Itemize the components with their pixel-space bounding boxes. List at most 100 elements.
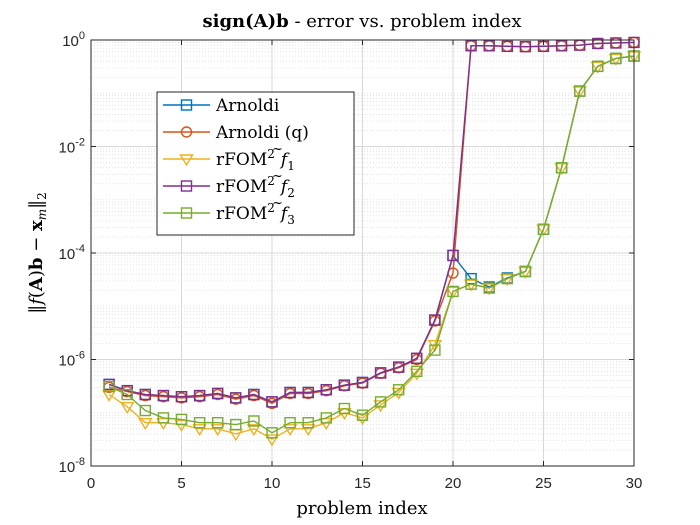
legend-item: Arnoldi (q): [163, 123, 309, 143]
legend-item: rFOM2 f2~: [163, 169, 295, 200]
legend-label: Arnoldi: [215, 96, 280, 116]
data-point: [483, 40, 495, 52]
legend-label: rFOM2 f1: [216, 147, 295, 173]
data-point: [248, 415, 260, 427]
data-point: [445, 286, 461, 299]
data-point: [447, 249, 459, 262]
data-point: [320, 412, 332, 424]
data-point: [338, 379, 351, 391]
data-point: [282, 424, 298, 437]
data-point: [156, 418, 171, 431]
data-point: [211, 417, 224, 429]
data-point: [429, 314, 441, 326]
y-tick-label: 100: [62, 30, 85, 50]
series-5: [103, 50, 640, 439]
data-point: [119, 401, 135, 415]
data-point: [121, 388, 133, 401]
legend-item: Arnoldi: [163, 96, 280, 116]
y-tick-labels: 10-8 10-6 10-4 10-2 100: [59, 30, 634, 476]
y-tick-label: 10-4: [59, 243, 85, 263]
series-line: [108, 55, 635, 434]
series-layer: [101, 36, 642, 447]
data-point: [374, 367, 387, 379]
data-point: [537, 223, 550, 235]
data-point: [211, 387, 224, 400]
y-tick-label: 10-6: [59, 350, 85, 370]
data-point: [554, 162, 569, 176]
data-point: [465, 278, 477, 290]
data-point: [555, 161, 568, 174]
data-point: [157, 389, 170, 402]
data-point: [230, 418, 242, 431]
legend-marker: [180, 180, 193, 192]
data-point: [555, 40, 568, 52]
y-axis-label: ‖f(A)b − xm‖2: [26, 192, 49, 314]
data-point: [300, 424, 316, 437]
data-point: [465, 40, 477, 52]
data-point: [373, 400, 388, 413]
x-tick-label: 15: [354, 475, 371, 492]
data-point: [393, 384, 405, 396]
data-point: [411, 365, 423, 378]
data-point: [610, 37, 622, 49]
data-point: [429, 344, 441, 356]
data-point: [501, 272, 513, 285]
legend-item: rFOM2 f1~: [163, 142, 295, 173]
x-tick-label: 0: [87, 475, 95, 492]
chart-title-rest: - error vs. problem index: [289, 11, 522, 32]
data-point: [284, 386, 296, 399]
data-point: [447, 285, 459, 298]
data-point: [320, 384, 332, 396]
x-tick-label: 20: [445, 475, 462, 492]
data-point: [139, 404, 152, 417]
data-point: [393, 361, 405, 373]
data-point: [174, 419, 189, 432]
data-point: [193, 389, 206, 402]
x-tick-label: 30: [626, 475, 643, 492]
legend-tilde: ~: [272, 142, 283, 157]
data-point: [590, 61, 606, 74]
data-point: [355, 413, 370, 426]
data-point: [610, 52, 622, 65]
legend-label: rFOM2 f2: [216, 174, 295, 200]
data-point: [592, 37, 604, 50]
data-point: [175, 413, 188, 426]
data-point: [101, 389, 117, 402]
legend-tilde: ~: [272, 169, 283, 184]
data-point: [266, 427, 278, 439]
chart-title: sign(A)b - error vs. problem index: [203, 11, 522, 32]
data-point: [246, 424, 262, 437]
data-point: [483, 282, 495, 294]
y-tick-label: 10-8: [59, 456, 85, 476]
data-point: [157, 412, 170, 424]
data-point: [175, 391, 188, 403]
legend-tilde: ~: [272, 196, 283, 211]
legend-marker: [179, 154, 194, 167]
chart-title-bold: sign(A)b: [203, 11, 289, 32]
data-point: [210, 424, 225, 437]
y-tick-label: 10-2: [59, 137, 85, 157]
data-point: [138, 418, 153, 431]
legend-marker: [180, 207, 193, 219]
data-point: [519, 265, 532, 278]
data-point: [248, 388, 260, 401]
data-point: [356, 376, 369, 389]
data-point: [356, 409, 369, 421]
data-point: [103, 380, 115, 393]
legend-label: rFOM2 f3: [216, 201, 295, 227]
data-point: [592, 60, 604, 73]
x-tick-label: 5: [177, 475, 185, 492]
data-point: [411, 352, 423, 365]
data-point: [319, 418, 334, 431]
data-point: [391, 387, 406, 400]
series-line: [108, 41, 635, 403]
data-point: [264, 434, 280, 447]
x-tick-label: 10: [264, 475, 281, 492]
data-point: [501, 40, 513, 53]
data-point: [230, 392, 242, 404]
x-axis-label: problem index: [296, 498, 427, 519]
x-tick-labels: 0 5 10 15 20 25 30: [87, 40, 643, 492]
legend-marker: [180, 126, 193, 138]
